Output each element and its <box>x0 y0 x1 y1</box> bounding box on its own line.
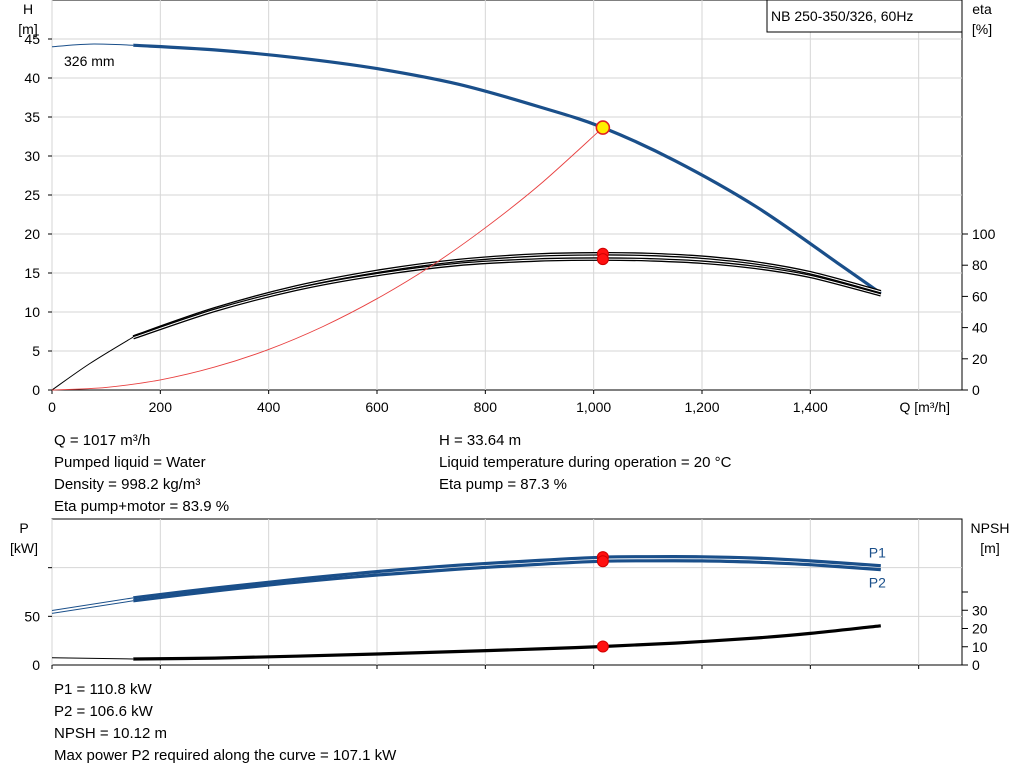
y-tick-label-left: 50 <box>24 608 40 624</box>
power-npsh-plot: 0 50 0 10 20 30 P [kW] NPSH [m] P1 P2 <box>10 518 1010 673</box>
y-axis-left-name: P <box>19 520 28 536</box>
series-label-p2: P2 <box>869 575 886 591</box>
title-box <box>766 0 963 33</box>
x-axis-label: Q [m³/h] <box>899 399 950 415</box>
y-tick-label-right: 0 <box>972 657 980 673</box>
info-p1: P1 = 110.8 kW <box>54 681 152 698</box>
info-pumped-liquid: Pumped liquid = Water <box>54 454 206 471</box>
y-axis-right-name: NPSH <box>971 520 1010 536</box>
chart-title: NB 250-350/326, 60Hz <box>771 8 913 24</box>
y-tick-label-left: 30 <box>24 148 40 164</box>
x-tick-label: 600 <box>365 399 389 415</box>
y-axis-left-name: H <box>23 1 33 17</box>
y-tick-label-left: 20 <box>24 226 40 242</box>
series-line-npsh <box>133 624 881 661</box>
series-line-system-curve <box>51 127 604 391</box>
info-eta-pump-motor: Eta pump+motor = 83.9 % <box>54 498 230 515</box>
info-eta-pump: Eta pump = 87.3 % <box>439 476 567 493</box>
y-axis-right-unit: [%] <box>972 21 992 37</box>
y-tick-label-left: 5 <box>32 343 40 359</box>
y-tick-label-right: 0 <box>972 382 980 398</box>
info-block-top-left: Q = 1017 m³/h Pumped liquid = Water Dens… <box>54 430 229 518</box>
series-line-p1 <box>133 555 881 600</box>
x-tick-label: 1,200 <box>684 399 719 415</box>
y-tick-label-right: 20 <box>972 621 988 637</box>
npsh-curve-extension <box>51 657 134 660</box>
y-axis-left-unit: [kW] <box>10 540 38 556</box>
series-line-highlight-eta-pump-motor <box>133 258 881 339</box>
info-npsh: NPSH = 10.12 m <box>54 725 167 742</box>
y-tick-label-left: 35 <box>24 109 40 125</box>
y-tick-label-right: 20 <box>972 351 988 367</box>
curve-label: 326 mm <box>64 53 115 69</box>
info-liquid-temperature: Liquid temperature during operation = 20… <box>439 454 732 471</box>
x-tick-label: 800 <box>474 399 498 415</box>
p2-curve-extension <box>51 600 134 614</box>
y-axis-right-unit: [m] <box>980 540 999 556</box>
x-tick-label: 200 <box>149 399 173 415</box>
info-head: H = 33.64 m <box>439 432 522 449</box>
series-line-p2 <box>133 559 881 603</box>
p1-curve-extension <box>51 597 134 611</box>
y-tick-label-left: 45 <box>24 31 40 47</box>
y-tick-label-right: 10 <box>972 639 988 655</box>
y-tick-label-left: 10 <box>24 304 40 320</box>
series-line-h <box>133 43 882 295</box>
h-curve-extension <box>51 43 134 48</box>
x-tick-label: 0 <box>48 399 56 415</box>
eta-pump-motor-marker <box>596 253 609 266</box>
y-tick-label-right: 80 <box>972 257 988 273</box>
y-axis-left-unit: [m] <box>18 21 37 37</box>
y-tick-label-left: 0 <box>32 657 40 673</box>
y-tick-label-left: 40 <box>24 70 40 86</box>
info-block-top-right: H = 33.64 m Liquid temperature during op… <box>439 430 731 496</box>
duty-point-marker <box>595 120 611 135</box>
series-label-p1: P1 <box>869 545 886 561</box>
eta-curve-extension <box>51 336 134 391</box>
info-p2: P2 = 106.6 kW <box>54 703 153 720</box>
y-tick-label-right: 100 <box>972 226 996 242</box>
info-density: Density = 998.2 kg/m³ <box>54 476 201 493</box>
y-tick-label-right: 60 <box>972 288 988 304</box>
series-line-highlight-eta-pump <box>133 253 881 338</box>
p2-marker <box>596 555 609 568</box>
y-tick-label-right: 30 <box>972 602 988 618</box>
info-flow: Q = 1017 m³/h <box>54 432 151 449</box>
y-tick-label-left: 0 <box>32 382 40 398</box>
y-tick-label-left: 15 <box>24 265 40 281</box>
head-efficiency-plot: 0 200 400 600 800 1,000 1,200 1,400051015202530… <box>18 0 996 415</box>
y-tick-label-left: 25 <box>24 187 40 203</box>
y-axis-right-name: eta <box>972 1 992 17</box>
info-max-power: Max power P2 required along the curve = … <box>54 747 397 764</box>
x-tick-label: 1,000 <box>576 399 611 415</box>
x-tick-label: 1,400 <box>793 399 828 415</box>
info-block-bottom: P1 = 110.8 kW P2 = 106.6 kW NPSH = 10.12… <box>54 679 396 767</box>
npsh-marker <box>596 640 609 653</box>
y-tick-label-right: 40 <box>972 320 988 336</box>
x-tick-label: 400 <box>257 399 281 415</box>
